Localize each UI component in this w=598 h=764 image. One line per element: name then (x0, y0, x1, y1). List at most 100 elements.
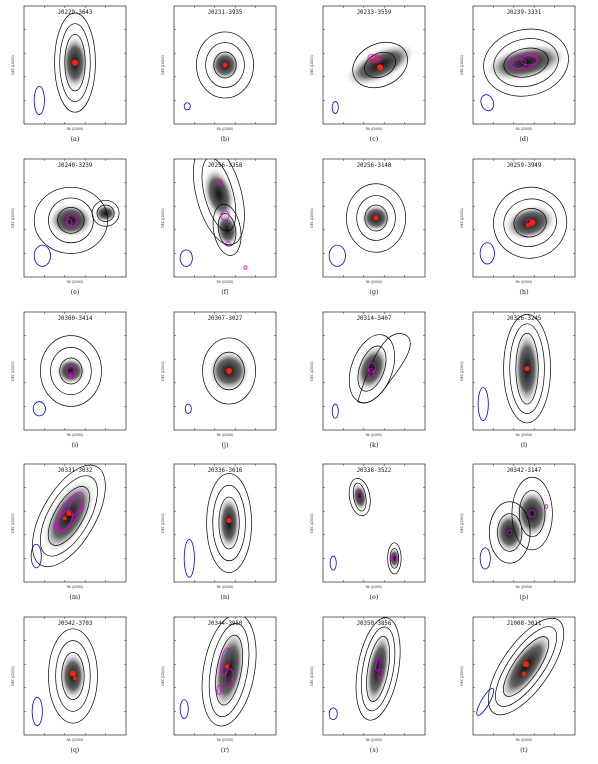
y-axis-label: DEC (J2000) (310, 361, 314, 380)
panel-q: J0342-3703 RA (J2000) DEC (J2000) (q) (0, 611, 150, 764)
red-component (375, 57, 380, 62)
beam-ellipse (328, 707, 338, 721)
magenta-contour (544, 504, 548, 510)
contour-line (214, 635, 243, 706)
contour-line (47, 486, 90, 547)
contour-line (217, 212, 236, 247)
panel-plot: J0229-3643 RA (J2000) DEC (J2000) (a) (11, 5, 127, 143)
panel-title: J0326-3245 (506, 316, 541, 322)
magenta-contour (56, 509, 74, 533)
contour-line (39, 334, 102, 407)
y-axis-label: DEC (J2000) (310, 514, 314, 533)
magenta-contour (242, 265, 247, 270)
y-axis-label: DEC (J2000) (310, 667, 314, 686)
panel-letter: (e) (71, 288, 80, 296)
contour-line (55, 640, 91, 712)
panel-letter: (l) (520, 441, 528, 449)
panel-k: J0314-3407 RA (J2000) DEC (J2000) (k) (299, 306, 449, 459)
magenta-contour (520, 55, 538, 66)
panel-letter: (h) (519, 288, 529, 296)
red-component (373, 215, 379, 221)
contour-line (59, 357, 83, 384)
contour-line (364, 204, 388, 232)
x-axis-label: RA (J2000) (366, 127, 383, 131)
panel-letter: (p) (519, 593, 529, 601)
panel-letter: (k) (370, 441, 379, 449)
plot-frame (23, 158, 127, 278)
y-axis-label: DEC (J2000) (161, 55, 165, 74)
panel-plot: J1008-3011 RA (J2000) DEC (J2000) (t) (460, 616, 575, 754)
magenta-contour (65, 218, 73, 227)
source-emission (93, 204, 118, 222)
beam-ellipse (33, 85, 45, 115)
contour-line (48, 628, 98, 724)
contour-line (50, 346, 92, 395)
x-axis-label: RA (J2000) (67, 127, 84, 131)
contour-line (355, 617, 401, 721)
panel-m: J0331-3032 RA (J2000) DEC (J2000) (m) (0, 458, 150, 611)
red-component (222, 62, 227, 68)
contour-line (208, 623, 249, 718)
plot-frame (322, 464, 426, 583)
beam-ellipse (183, 102, 191, 111)
contour-line (201, 617, 256, 727)
y-axis-label: DEC (J2000) (11, 208, 15, 227)
panel-letter: (m) (69, 593, 81, 601)
contour-line (64, 33, 86, 92)
plot-frame (472, 464, 575, 583)
plot-frame (23, 5, 127, 125)
magenta-contour (215, 685, 221, 696)
red-component (69, 670, 76, 677)
contour-line (195, 31, 254, 99)
plot-frame (322, 616, 426, 736)
contour-line (496, 513, 522, 553)
panel-b: J0231-3935 RA (J2000) DEC (J2000) (b) (150, 0, 300, 153)
magenta-contour (224, 668, 234, 689)
beam-ellipse (331, 101, 339, 114)
contour-line (201, 158, 236, 232)
panel-plot: J0344-3950 RA (J2000) DEC (J2000) (r) (161, 616, 276, 754)
magenta-contour (225, 240, 230, 247)
panel-j: J0307-3027 RA (J2000) DEC (J2000) (j) (150, 306, 300, 459)
y-axis-label: DEC (J2000) (460, 55, 464, 74)
magenta-contour (391, 554, 397, 563)
beam-ellipse (475, 688, 494, 716)
y-axis-label: DEC (J2000) (161, 361, 165, 380)
red-component (62, 516, 67, 521)
contour-line (508, 323, 545, 414)
panel-title: J0336-3616 (207, 468, 242, 474)
plot-frame (472, 5, 575, 125)
x-axis-label: RA (J2000) (216, 738, 233, 742)
x-axis-label: RA (J2000) (515, 127, 532, 131)
contour-line (352, 483, 367, 512)
contour-line (502, 198, 557, 247)
magenta-contour (528, 510, 536, 518)
panel-letter: (s) (370, 746, 379, 754)
x-axis-label: RA (J2000) (515, 738, 532, 742)
panel-title: J0256-3140 (357, 163, 392, 169)
panel-i: J0300-3414 RA (J2000) DEC (J2000) (i) (0, 306, 150, 459)
y-axis-label: DEC (J2000) (11, 55, 15, 74)
x-axis-label: RA (J2000) (67, 433, 84, 437)
y-axis-label: DEC (J2000) (310, 55, 314, 74)
y-axis-label: DEC (J2000) (161, 667, 165, 686)
beam-ellipse (479, 94, 494, 112)
y-axis-label: DEC (J2000) (11, 667, 15, 686)
contour-line (39, 475, 98, 557)
contour-line (33, 186, 108, 254)
panel-letter: (d) (519, 135, 529, 143)
panel-f: J0256-3358 RA (J2000) DEC (J2000) (f) (150, 153, 300, 306)
plot-frame (173, 5, 276, 125)
contour-line (494, 626, 557, 708)
magenta-contour (356, 489, 363, 501)
red-component (66, 511, 72, 517)
panel-title: J0233-3559 (357, 10, 392, 16)
panel-t: J1008-3011 RA (J2000) DEC (J2000) (t) (449, 611, 598, 764)
panel-title: J0331-3032 (58, 468, 93, 474)
contour-line (356, 195, 396, 241)
beam-ellipse (331, 403, 339, 419)
contour-line (61, 652, 85, 701)
panel-title: J0350-3856 (357, 621, 392, 627)
contour-line (513, 207, 547, 238)
panel-plot: J0256-3358 RA (J2000) DEC (J2000) (f) (161, 158, 276, 296)
